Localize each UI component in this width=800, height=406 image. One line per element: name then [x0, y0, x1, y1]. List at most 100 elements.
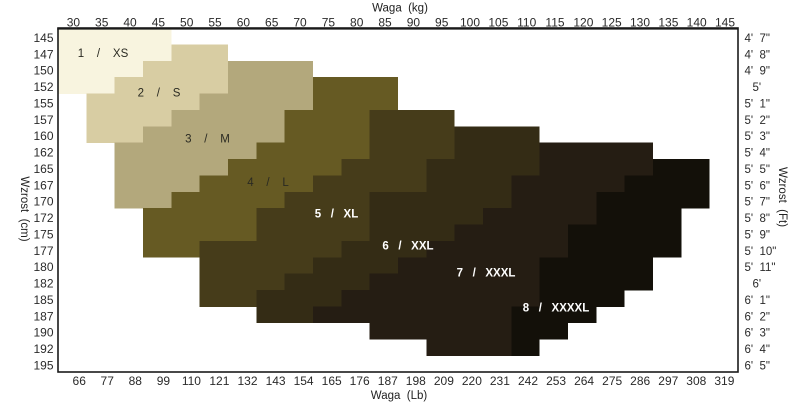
svg-text:4' 9": 4' 9" [745, 66, 770, 78]
svg-text:154: 154 [294, 374, 314, 388]
svg-text:5' 3": 5' 3" [745, 131, 770, 143]
svg-text:6' 5": 6' 5" [745, 361, 770, 373]
svg-text:88: 88 [129, 374, 143, 388]
svg-text:195: 195 [33, 359, 53, 373]
svg-text:80: 80 [350, 15, 364, 29]
svg-text:176: 176 [350, 374, 370, 388]
svg-text:105: 105 [488, 15, 508, 29]
svg-text:30: 30 [67, 15, 81, 29]
svg-text:60: 60 [237, 15, 251, 29]
svg-text:157: 157 [33, 113, 53, 127]
svg-text:135: 135 [658, 15, 678, 29]
svg-text:5' 1": 5' 1" [745, 98, 770, 110]
svg-text:308: 308 [686, 374, 706, 388]
svg-text:5' 5": 5' 5" [745, 164, 770, 176]
svg-text:187: 187 [33, 309, 53, 323]
svg-text:143: 143 [266, 374, 286, 388]
svg-text:192: 192 [33, 342, 53, 356]
svg-text:4 / L: 4 / L [247, 177, 289, 189]
svg-text:5' 9": 5' 9" [745, 230, 770, 242]
svg-text:6': 6' [753, 279, 762, 291]
svg-text:5' 2": 5' 2" [745, 115, 770, 127]
svg-text:6' 2": 6' 2" [745, 311, 770, 323]
svg-text:5' 11": 5' 11" [745, 262, 776, 274]
svg-text:319: 319 [714, 374, 734, 388]
svg-text:264: 264 [574, 374, 594, 388]
svg-text:165: 165 [322, 374, 342, 388]
svg-text:4' 7": 4' 7" [745, 33, 770, 45]
svg-text:160: 160 [33, 129, 53, 143]
svg-text:167: 167 [33, 178, 53, 192]
svg-text:182: 182 [33, 277, 53, 291]
svg-text:66: 66 [73, 374, 87, 388]
svg-text:6' 4": 6' 4" [745, 344, 770, 356]
svg-text:125: 125 [602, 15, 622, 29]
svg-text:Wzrost (cm): Wzrost (cm) [18, 176, 30, 241]
svg-text:170: 170 [33, 195, 53, 209]
svg-text:Wzrost (Ft): Wzrost (Ft) [776, 167, 788, 227]
svg-text:3 / M: 3 / M [185, 134, 230, 146]
svg-text:130: 130 [630, 15, 650, 29]
svg-text:187: 187 [378, 374, 398, 388]
svg-text:55: 55 [208, 15, 222, 29]
svg-text:132: 132 [237, 374, 257, 388]
svg-text:220: 220 [462, 374, 482, 388]
svg-text:147: 147 [33, 47, 53, 61]
svg-text:6 / XXL: 6 / XXL [382, 241, 433, 253]
svg-text:231: 231 [490, 374, 510, 388]
svg-text:Waga (Lb): Waga (Lb) [371, 390, 428, 402]
svg-text:121: 121 [209, 374, 229, 388]
svg-text:175: 175 [33, 228, 53, 242]
svg-text:90: 90 [407, 15, 421, 29]
svg-text:209: 209 [434, 374, 454, 388]
svg-text:35: 35 [95, 15, 109, 29]
svg-text:253: 253 [546, 374, 566, 388]
svg-text:198: 198 [406, 374, 426, 388]
svg-text:152: 152 [33, 80, 53, 94]
svg-text:110: 110 [517, 15, 536, 29]
svg-text:100: 100 [460, 15, 480, 29]
svg-text:297: 297 [658, 374, 678, 388]
svg-text:150: 150 [33, 64, 53, 78]
svg-text:5': 5' [753, 82, 762, 94]
svg-text:6' 3": 6' 3" [745, 328, 770, 340]
svg-text:8 / XXXXL: 8 / XXXXL [523, 303, 589, 315]
svg-text:5 / XL: 5 / XL [315, 209, 358, 221]
svg-text:65: 65 [265, 15, 279, 29]
svg-text:275: 275 [602, 374, 622, 388]
svg-text:165: 165 [33, 162, 53, 176]
svg-text:70: 70 [293, 15, 307, 29]
svg-text:85: 85 [378, 15, 392, 29]
svg-text:5' 6": 5' 6" [745, 180, 770, 192]
svg-text:75: 75 [322, 15, 336, 29]
svg-text:77: 77 [101, 374, 115, 388]
svg-text:5' 7": 5' 7" [745, 197, 770, 209]
svg-text:120: 120 [573, 15, 593, 29]
svg-text:286: 286 [630, 374, 650, 388]
svg-text:1 / XS: 1 / XS [78, 48, 129, 60]
svg-text:162: 162 [33, 146, 53, 160]
svg-text:6' 1": 6' 1" [745, 295, 770, 307]
svg-text:110: 110 [182, 374, 201, 388]
svg-text:5' 8": 5' 8" [745, 213, 770, 225]
svg-text:40: 40 [123, 15, 137, 29]
svg-text:4' 8": 4' 8" [745, 49, 770, 61]
svg-text:Waga (kg): Waga (kg) [372, 3, 428, 15]
svg-text:190: 190 [33, 326, 53, 340]
svg-text:5' 4": 5' 4" [745, 148, 770, 160]
svg-text:185: 185 [33, 293, 53, 307]
svg-text:140: 140 [687, 15, 707, 29]
svg-text:242: 242 [518, 374, 538, 388]
svg-text:50: 50 [180, 15, 194, 29]
svg-text:180: 180 [33, 260, 53, 274]
svg-text:99: 99 [157, 374, 171, 388]
svg-text:45: 45 [152, 15, 166, 29]
svg-text:155: 155 [33, 96, 53, 110]
svg-text:172: 172 [33, 211, 53, 225]
svg-text:95: 95 [435, 15, 449, 29]
svg-text:5' 10": 5' 10" [745, 246, 777, 258]
svg-text:2 / S: 2 / S [138, 88, 181, 100]
svg-text:177: 177 [33, 244, 53, 258]
svg-text:115: 115 [545, 15, 564, 29]
svg-text:145: 145 [33, 31, 53, 45]
